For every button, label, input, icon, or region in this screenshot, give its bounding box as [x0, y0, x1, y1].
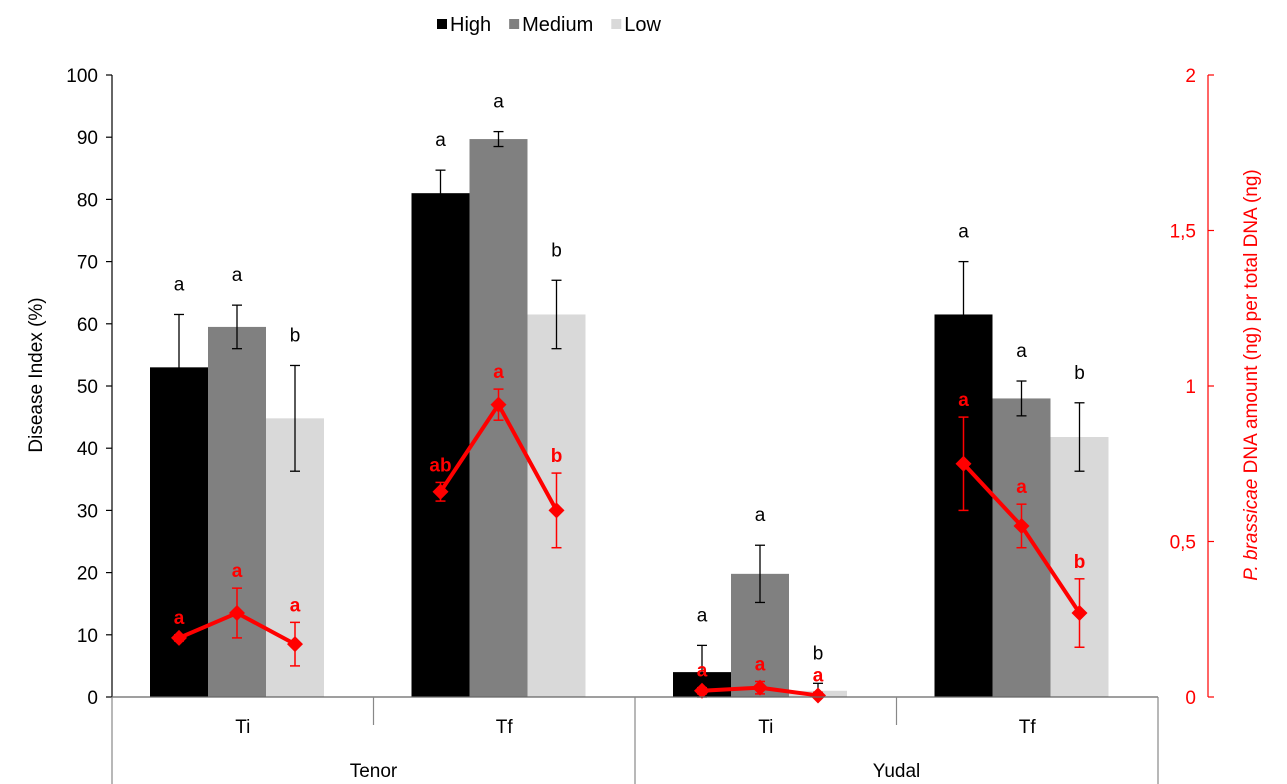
- dna-point: [1013, 517, 1030, 534]
- left-tick-label: 0: [87, 688, 98, 709]
- dna-letter: b: [1074, 552, 1086, 573]
- right-tick-label: 1: [1185, 377, 1196, 398]
- left-tick-label: 30: [77, 501, 98, 522]
- left-tick-label: 40: [77, 439, 98, 460]
- right-tick-label: 2: [1185, 66, 1196, 87]
- dna-point: [548, 502, 565, 519]
- left-tick-label: 50: [77, 377, 98, 398]
- bar-letter: b: [813, 643, 824, 664]
- dna-point: [955, 455, 972, 472]
- dna-letter: a: [493, 362, 504, 383]
- dna-letter: a: [290, 595, 301, 616]
- bar-letter: a: [174, 274, 185, 295]
- bar-letter: a: [958, 222, 969, 243]
- dna-point: [810, 687, 826, 704]
- left-tick-label: 80: [77, 190, 98, 211]
- dna-point: [694, 682, 710, 699]
- left-y-axis: 0 10 20 30 40 50 60 70 80 90 100: [66, 66, 113, 709]
- bar-medium: [208, 326, 266, 697]
- y-axis-label: Disease Index (%): [26, 297, 47, 452]
- dna-letter: a: [755, 654, 766, 675]
- left-tick-label: 10: [77, 626, 98, 647]
- dna-letter: ab: [429, 455, 451, 476]
- right-tick-label: 0,5: [1170, 533, 1196, 554]
- x-category-label: Ti: [235, 717, 250, 738]
- dna-letter: a: [1016, 477, 1027, 498]
- x-group-label: Yudal: [873, 761, 921, 782]
- dna-point: [229, 605, 245, 622]
- dna-letter: a: [174, 608, 185, 629]
- right-tick-label: 1,5: [1170, 222, 1196, 243]
- left-tick-label: 70: [77, 253, 98, 274]
- legend-label: Low: [624, 14, 661, 36]
- dna-letter: a: [697, 661, 708, 682]
- bar-letter: a: [1016, 341, 1027, 362]
- x-group-label: Tenor: [350, 761, 398, 782]
- bar-high: [411, 193, 470, 697]
- right-y-axis: 0 0,5 1 1,5 2: [1170, 66, 1214, 709]
- dna-letter: b: [551, 446, 563, 467]
- legend-label: Medium: [522, 14, 593, 36]
- left-tick-label: 90: [77, 128, 98, 149]
- x-category-label: Ti: [758, 717, 773, 738]
- dna-letter: a: [813, 665, 824, 686]
- dna-point: [752, 679, 768, 696]
- y2-axis-label-species: P. brassicae: [1241, 479, 1262, 581]
- bar-letter: b: [1074, 363, 1085, 384]
- right-tick-label: 0: [1185, 688, 1196, 709]
- legend-swatch: [611, 19, 622, 29]
- legend: High Medium Low: [437, 14, 662, 36]
- bar-letter: a: [435, 130, 446, 151]
- legend-swatch: [509, 19, 520, 29]
- dna-point: [287, 636, 303, 653]
- x-axis: Ti Tf Ti Tf Tenor Yudal: [111, 696, 1159, 784]
- left-tick-label: 20: [77, 564, 98, 585]
- bar-letter: b: [290, 325, 301, 346]
- y2-axis-label-rest: DNA amount (ng) per total DNA (ng): [1241, 169, 1262, 478]
- legend-swatch: [437, 19, 447, 29]
- dna-point: [171, 629, 187, 646]
- x-category-label: Tf: [496, 717, 514, 738]
- dna-point: [1071, 605, 1088, 622]
- dna-point: [490, 396, 507, 413]
- y2-axis-label: P. brassicae DNA amount (ng) per total D…: [1241, 169, 1262, 581]
- bar-letter: b: [551, 240, 562, 261]
- bar-letter: a: [697, 605, 708, 626]
- left-tick-label: 100: [66, 66, 98, 87]
- x-category-label: Tf: [1019, 717, 1037, 738]
- bar-letter: a: [232, 265, 243, 286]
- dna-letter: a: [958, 390, 969, 411]
- bar-letter: a: [493, 92, 504, 113]
- left-tick-label: 60: [77, 315, 98, 336]
- dna-point: [432, 483, 449, 500]
- bars: [150, 139, 1109, 698]
- bar-letter: a: [755, 505, 766, 526]
- dna-letter: a: [232, 561, 243, 582]
- bar-low: [1050, 437, 1109, 697]
- legend-label: High: [450, 14, 491, 36]
